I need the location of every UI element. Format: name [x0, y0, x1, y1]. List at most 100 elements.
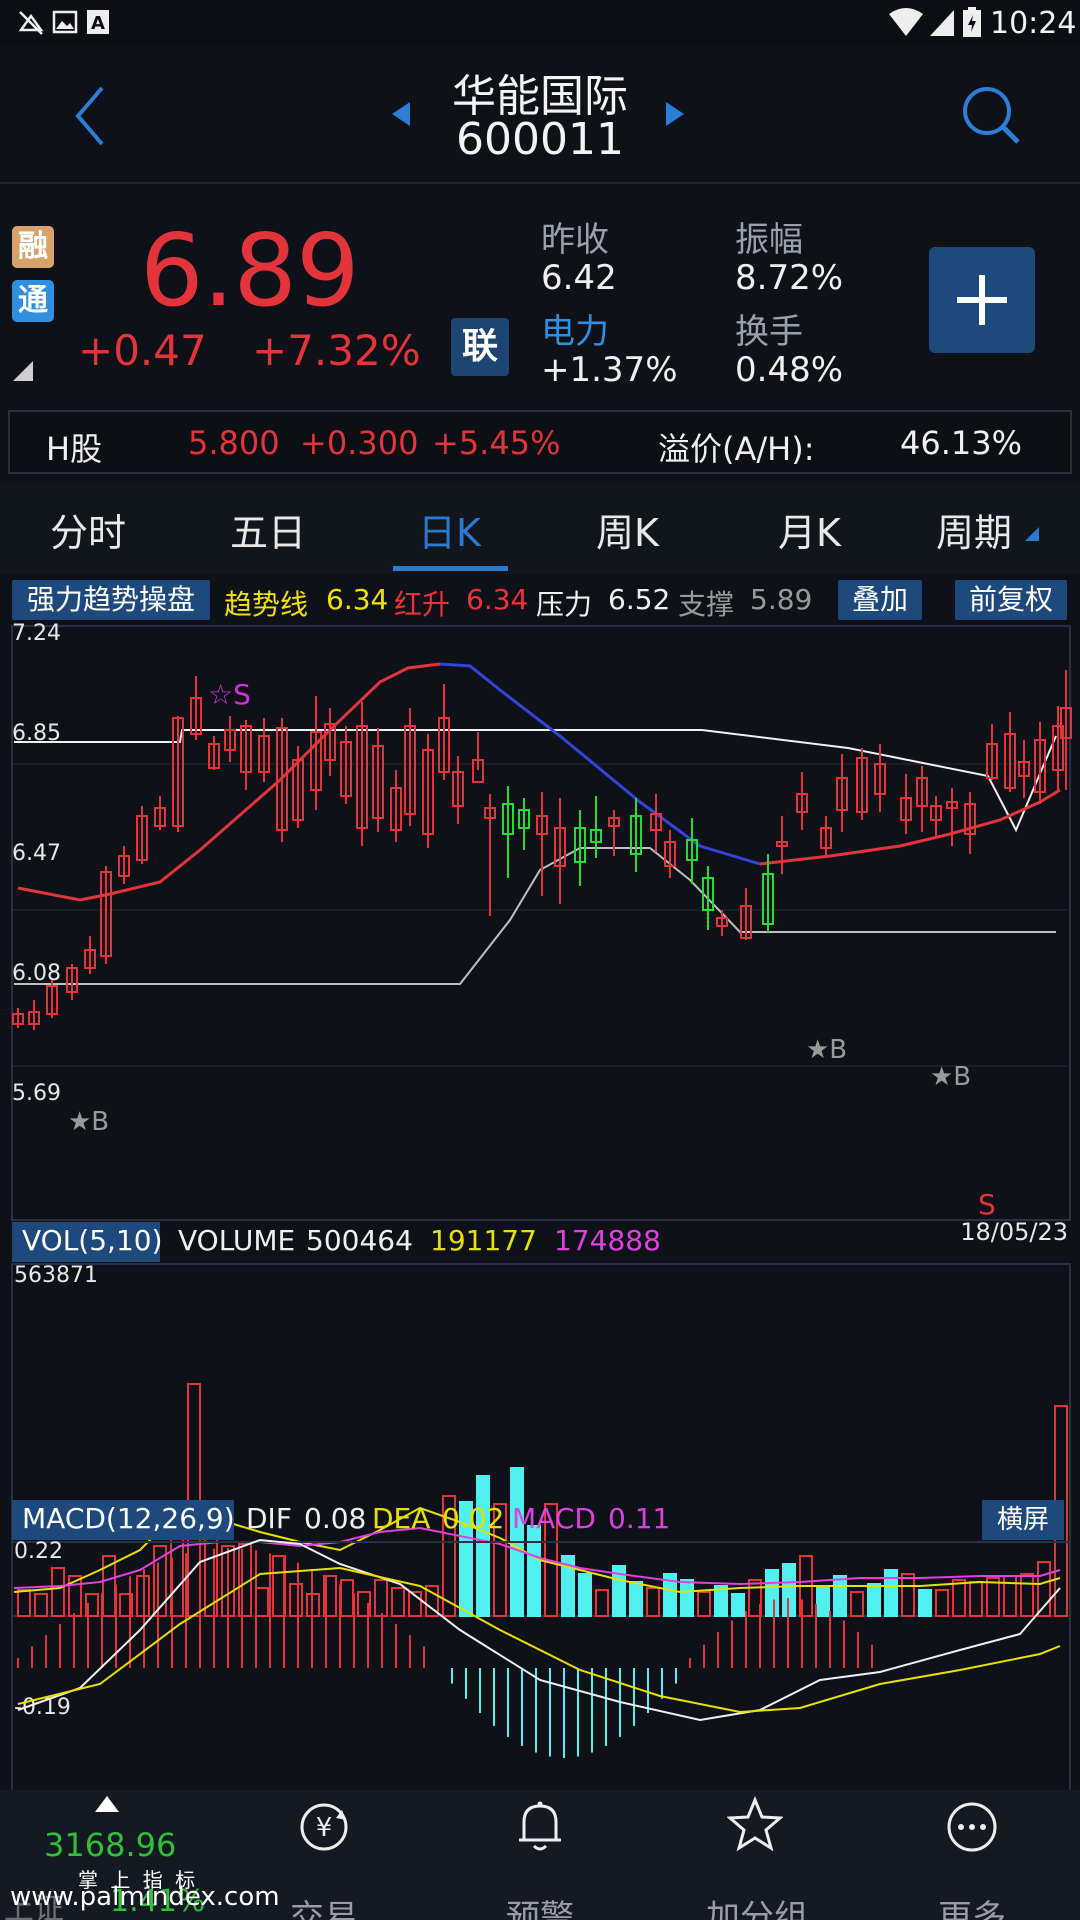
- volume-bar: [493, 1503, 507, 1617]
- prev-stock-icon[interactable]: [390, 100, 412, 128]
- kline-candle-body: [702, 877, 714, 911]
- kline-candle-body: [930, 805, 942, 821]
- index-value[interactable]: 3168.96: [44, 1826, 177, 1864]
- overlay-button[interactable]: 叠加: [838, 580, 922, 620]
- kline-candle-body: [324, 723, 336, 761]
- muted-notification-icon: [18, 11, 44, 35]
- badge-rong: 融: [12, 226, 54, 268]
- kline-candle-body: [664, 841, 676, 867]
- tab-weekly-k[interactable]: 周K: [596, 511, 659, 555]
- volume-bar: [969, 1581, 983, 1617]
- pressure-label: 压力: [536, 588, 593, 621]
- kline-candle-body: [118, 855, 130, 877]
- kline-candle-body: [438, 717, 450, 773]
- index-change: 1.41%: [110, 1884, 206, 1919]
- macd-dea-line: [17, 1566, 1061, 1714]
- add-watchlist-button[interactable]: [929, 247, 1035, 353]
- expand-corner-icon[interactable]: [12, 360, 34, 382]
- kline-candle-body: [1018, 761, 1030, 777]
- next-stock-icon[interactable]: [664, 100, 686, 128]
- adjust-button[interactable]: 前复权: [955, 580, 1067, 620]
- back-icon[interactable]: [70, 84, 110, 148]
- kline-candle-body: [356, 725, 368, 829]
- volume-bar: [561, 1555, 575, 1617]
- trend-label: 趋势线: [224, 588, 309, 621]
- macd-frame: [11, 1541, 1071, 1790]
- kline-candle-body: [190, 697, 202, 735]
- kline-candle-body: [518, 809, 530, 829]
- period-tabs: 分时 五日 日K 周K 月K 周期: [0, 484, 1080, 574]
- nav-more[interactable]: 更多: [938, 1898, 1006, 1920]
- volume-bar: [442, 1495, 456, 1617]
- hshare-bar[interactable]: H股 5.800 +0.300 +5.45% 溢价(A/H): 46.13%: [8, 410, 1072, 474]
- nav-trade[interactable]: 交易: [290, 1898, 358, 1920]
- macd-lines: [17, 1538, 1061, 1722]
- tab-five-day[interactable]: 五日: [230, 511, 307, 555]
- turnover-value: 0.48%: [735, 350, 844, 390]
- kline-candle-body: [590, 829, 602, 843]
- index-collapse-icon[interactable]: [94, 1795, 120, 1813]
- volume-bar: [578, 1573, 592, 1617]
- macd-name-tag[interactable]: [12, 1500, 234, 1540]
- kline-chart-area[interactable]: 7.246.856.476.085.69 ☆S ★B ★B ★B S 18/05…: [0, 620, 1080, 1790]
- kline-candle-body: [28, 1011, 40, 1025]
- volume-bar: [357, 1591, 371, 1617]
- hshare-change-pct: +5.45%: [432, 424, 561, 462]
- volume-bar: [884, 1569, 898, 1617]
- sector-label[interactable]: 电力: [541, 312, 609, 352]
- volume-bar: [323, 1575, 337, 1617]
- kline-candle-body: [574, 827, 586, 863]
- kline-candle-body: [686, 839, 698, 861]
- macd-macd-label: MACD: [512, 1502, 596, 1535]
- kline-frame: [11, 625, 1071, 1221]
- kline-candle-body: [650, 813, 662, 831]
- volume-bar: [527, 1525, 541, 1617]
- tab-timeshare[interactable]: 分时: [50, 511, 127, 555]
- kline-candle-body: [46, 985, 58, 1015]
- kline-candle-body: [224, 729, 236, 751]
- macd-dif-value: 0.08: [304, 1502, 366, 1535]
- alert-bell-icon[interactable]: [514, 1798, 566, 1854]
- kline-candle-body: [874, 763, 886, 795]
- kline-candle-body: [502, 803, 514, 835]
- tab-monthly-k[interactable]: 月K: [778, 511, 841, 555]
- lian-button[interactable]: 联: [451, 318, 509, 376]
- kline-candle-body: [536, 815, 548, 835]
- landscape-button[interactable]: [982, 1500, 1064, 1540]
- tab-daily-k[interactable]: 日K: [418, 511, 481, 555]
- header-divider: [0, 182, 1080, 184]
- kline-candle-body: [12, 1013, 24, 1025]
- search-icon[interactable]: [960, 84, 1022, 146]
- nav-add-group[interactable]: 加分组: [706, 1898, 808, 1920]
- volume-bar: [1037, 1561, 1051, 1617]
- premium-value: 46.13%: [900, 424, 1023, 462]
- star-b-marker-2: ★B: [806, 1035, 847, 1065]
- macd-histogram: [17, 1548, 873, 1758]
- kline-candle-body: [292, 759, 304, 821]
- status-bar: A 10:24: [0, 0, 1080, 46]
- add-group-star-icon[interactable]: [727, 1796, 783, 1852]
- volume-bar: [459, 1501, 473, 1617]
- kline-candle-body: [258, 735, 270, 773]
- volume-bar: [850, 1591, 864, 1617]
- trade-icon[interactable]: ¥: [297, 1800, 351, 1854]
- kline-candle-body: [820, 827, 832, 849]
- bottom-nav: [0, 1790, 1080, 1920]
- volume-name: VOL(5,10): [22, 1224, 163, 1257]
- nav-alert[interactable]: 预警: [506, 1898, 574, 1920]
- more-icon[interactable]: [945, 1800, 999, 1854]
- kline-candle-body: [916, 777, 928, 807]
- volume-bar: [51, 1567, 65, 1617]
- kline-candle-body: [452, 771, 464, 807]
- volume-name-tag[interactable]: [12, 1222, 160, 1262]
- kline-candle-body: [390, 787, 402, 831]
- volume-bar: [646, 1587, 660, 1617]
- volume-bar: [765, 1569, 779, 1617]
- indicator-name-button[interactable]: 强力趋势操盘: [12, 580, 210, 620]
- wifi-icon: [889, 8, 923, 36]
- volume-bar: [816, 1585, 830, 1617]
- tab-period[interactable]: 周期: [936, 511, 1013, 555]
- volume-bar: [153, 1545, 167, 1617]
- amplitude-value: 8.72%: [735, 258, 844, 298]
- hshare-price: 5.800: [188, 424, 280, 462]
